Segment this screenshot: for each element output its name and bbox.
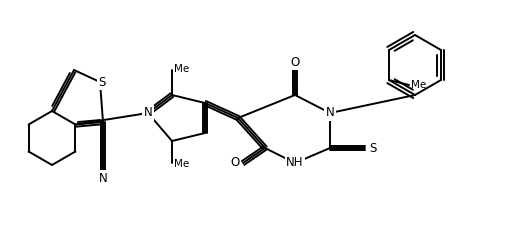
- Text: Me: Me: [174, 159, 189, 169]
- Text: O: O: [291, 55, 300, 68]
- Text: S: S: [99, 76, 106, 89]
- Text: N: N: [326, 106, 334, 120]
- Text: NH: NH: [286, 157, 304, 169]
- Text: Me: Me: [174, 64, 189, 74]
- Text: O: O: [230, 157, 239, 169]
- Text: N: N: [99, 172, 107, 184]
- Text: N: N: [143, 106, 152, 120]
- Text: Me: Me: [411, 80, 426, 90]
- Text: S: S: [369, 142, 377, 154]
